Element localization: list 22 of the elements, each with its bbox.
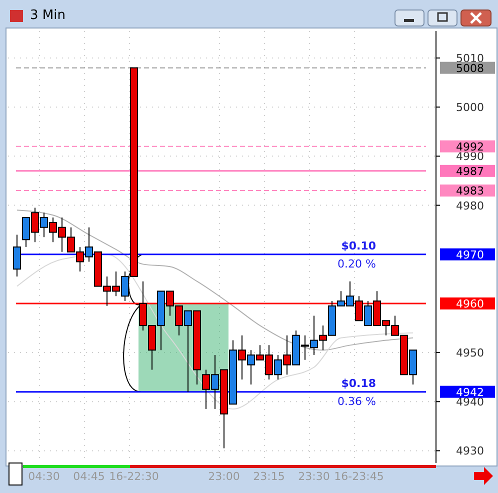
candlestick (13, 234, 21, 277)
ref-line-label: 4987 (456, 164, 484, 178)
ref-line-label: 4960 (456, 297, 484, 310)
x-tick-label: 16-23:45 (334, 470, 384, 483)
ref-line-label: 4983 (456, 184, 484, 198)
x-tick-label: 23:30 (298, 470, 330, 483)
annotation: $0.18 (341, 376, 376, 390)
x-tick-label: 04:45 (73, 470, 105, 483)
y-tick-label: 4980 (456, 199, 484, 212)
x-tick-label: 16-22:30 (109, 470, 159, 483)
y-tick-label: 4930 (456, 444, 484, 458)
annotation: 0.20 % (338, 257, 376, 270)
annotation: 0.36 % (338, 394, 376, 408)
annotation: $0.10 (341, 239, 376, 252)
x-tick-label: 23:15 (253, 470, 285, 483)
y-tick-label: 4950 (456, 346, 484, 360)
x-tick-label: 23:00 (208, 470, 240, 483)
x-tick-label: 04:30 (28, 470, 60, 483)
line-series (16, 210, 414, 351)
ref-line-label: 4970 (456, 248, 484, 262)
y-tick-label: 5000 (456, 101, 484, 114)
chart-title: 3 Min (30, 8, 66, 23)
